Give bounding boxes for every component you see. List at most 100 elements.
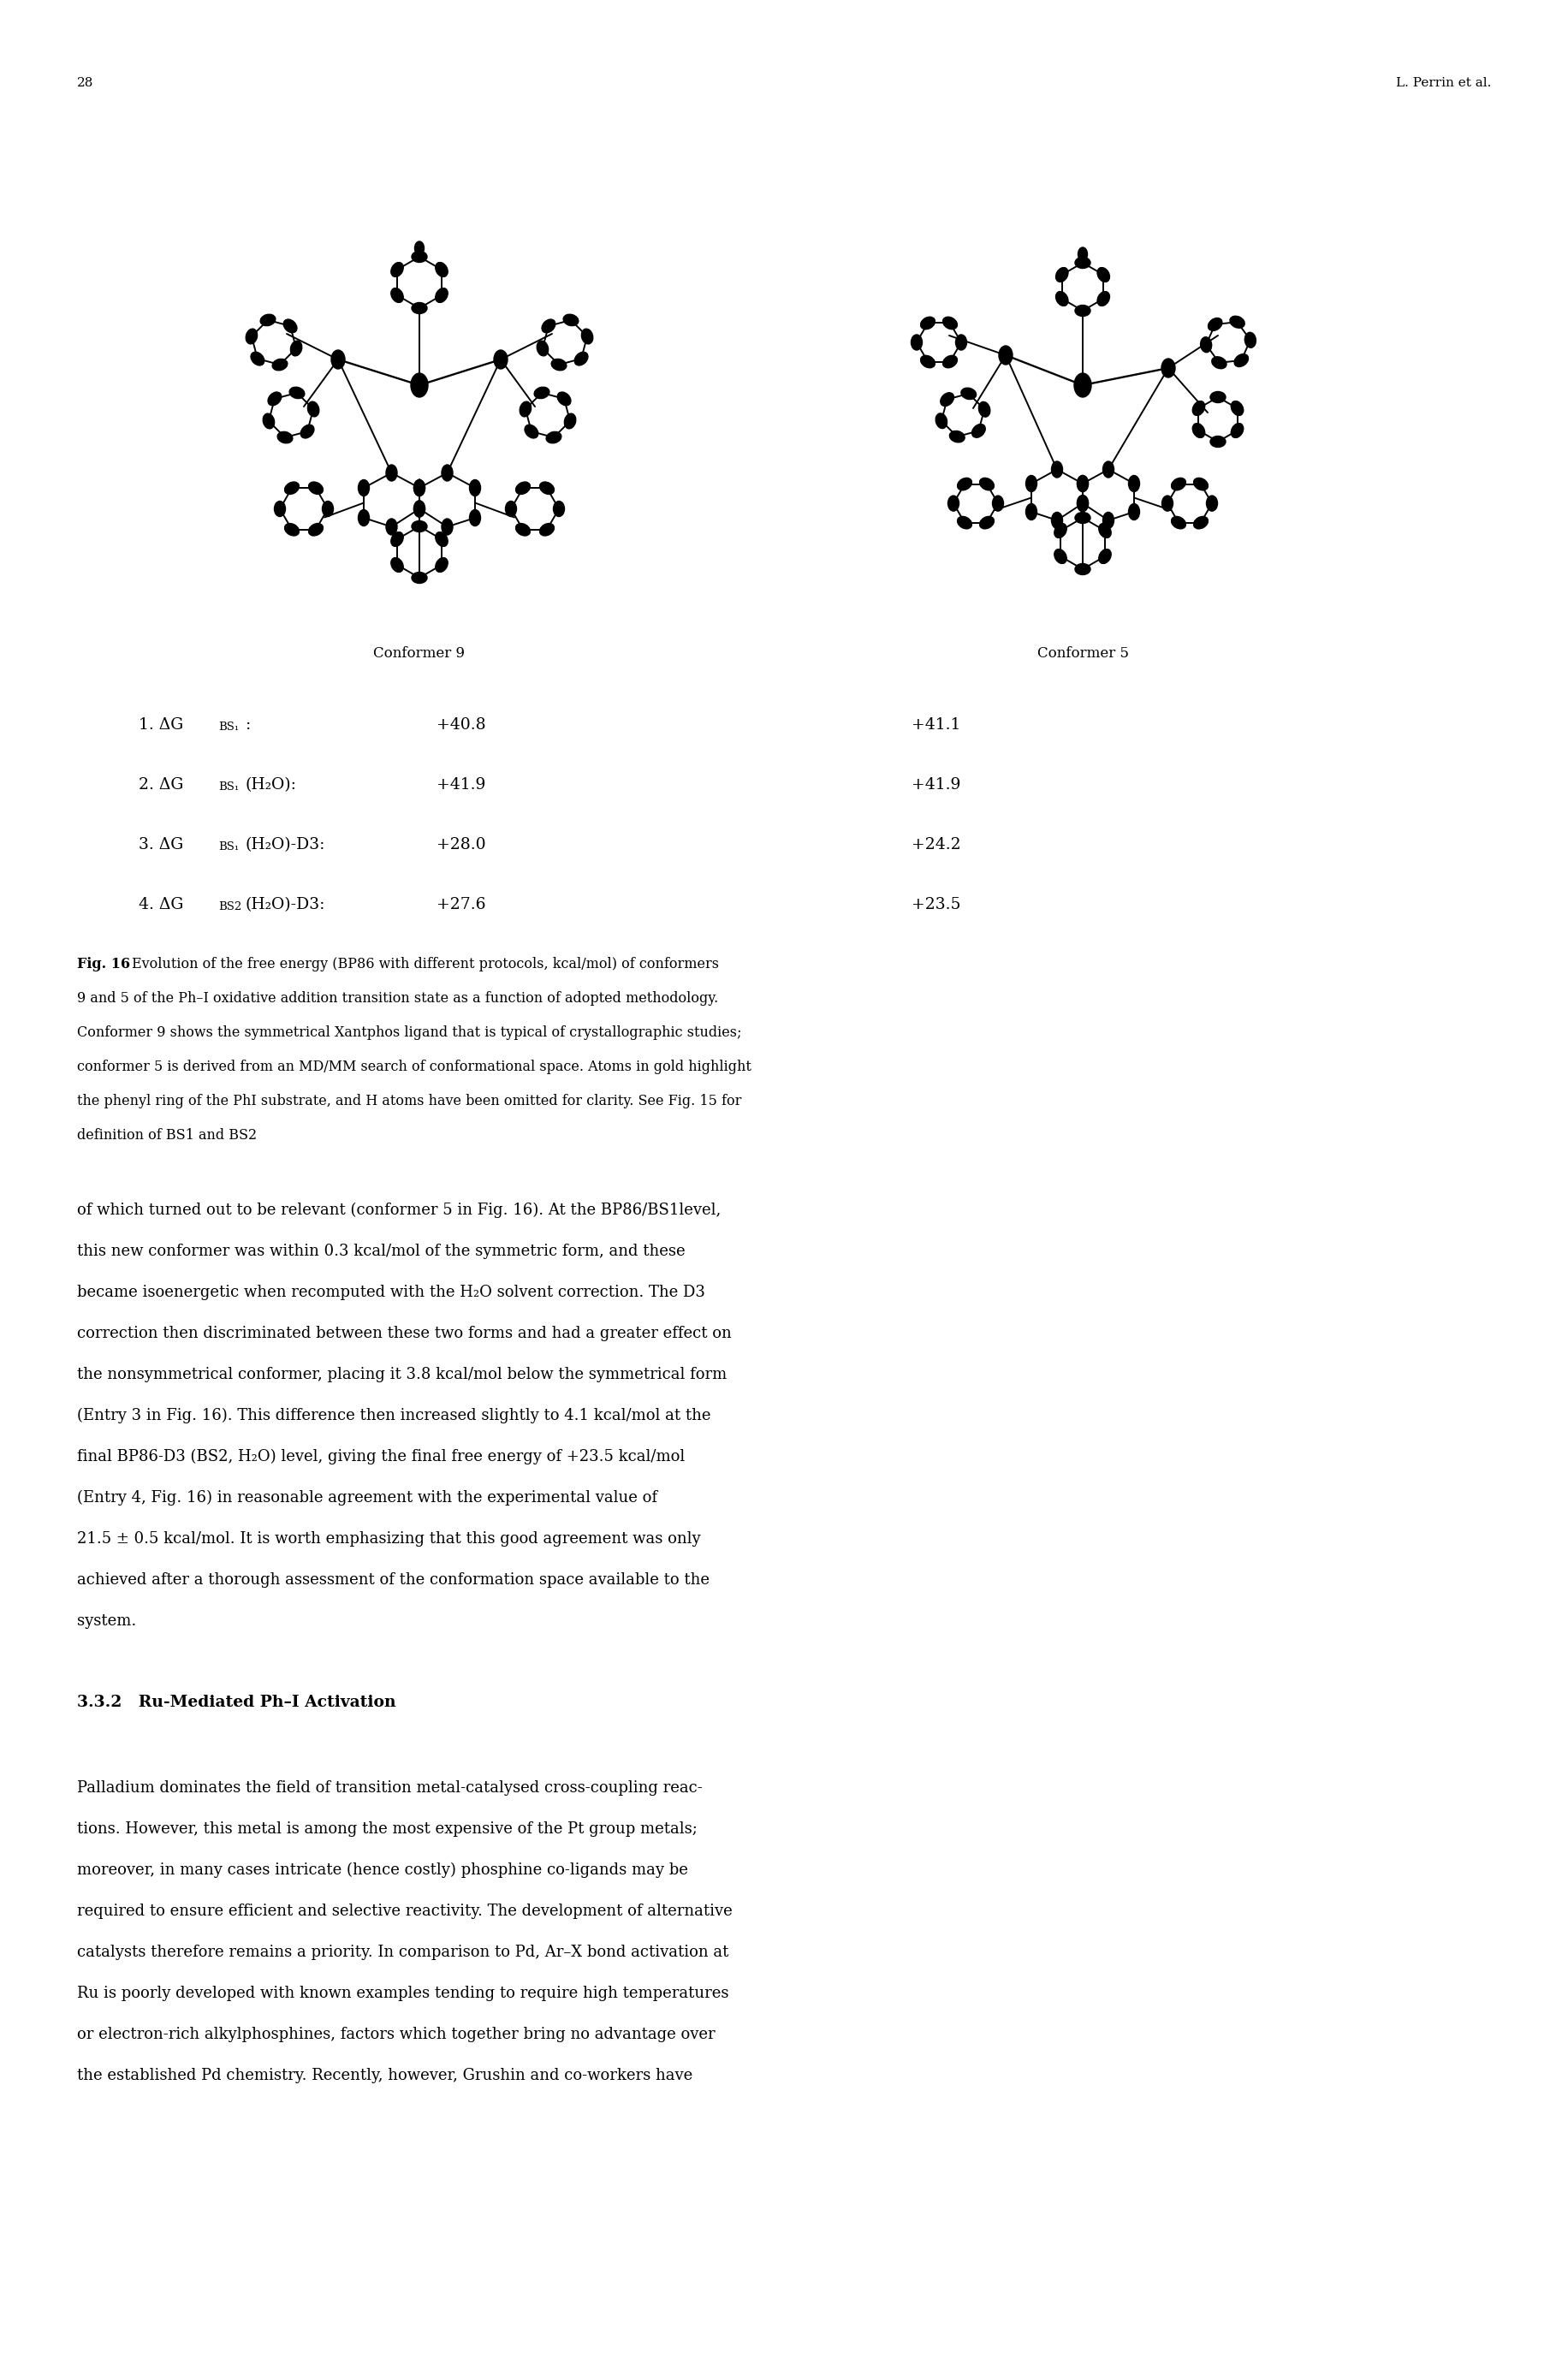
Text: (Entry 3 in Fig. 16). This difference then increased slightly to 4.1 kcal/mol at: (Entry 3 in Fig. 16). This difference th… [77,1409,710,1423]
Ellipse shape [1025,475,1036,492]
Ellipse shape [1055,268,1068,283]
Ellipse shape [958,478,972,489]
Ellipse shape [278,432,293,444]
Text: Evolution of the free energy (BP86 with different protocols, kcal/mol) of confor: Evolution of the free energy (BP86 with … [132,958,720,972]
Ellipse shape [436,261,448,278]
Text: (H₂O):: (H₂O): [246,777,296,794]
Ellipse shape [539,523,554,535]
Text: 1. ΔG: 1. ΔG [138,718,183,732]
Ellipse shape [1162,359,1174,378]
Ellipse shape [386,466,397,480]
Text: or electron-rich alkylphosphines, factors which together bring no advantage over: or electron-rich alkylphosphines, factor… [77,2027,715,2043]
Ellipse shape [284,318,296,333]
Ellipse shape [1193,478,1207,489]
Ellipse shape [1076,257,1090,268]
Text: the established Pd chemistry. Recently, however, Grushin and co-workers have: the established Pd chemistry. Recently, … [77,2067,693,2084]
Text: BS₁: BS₁ [218,782,238,794]
Text: 28: 28 [77,76,94,88]
Ellipse shape [1234,354,1248,366]
Ellipse shape [260,314,276,326]
Text: +27.6: +27.6 [436,898,486,912]
Ellipse shape [1054,549,1066,563]
Ellipse shape [1052,461,1063,478]
Text: required to ensure efficient and selective reactivity. The development of altern: required to ensure efficient and selecti… [77,1903,732,1920]
Ellipse shape [958,516,972,530]
Ellipse shape [505,501,516,516]
Ellipse shape [535,387,549,399]
Ellipse shape [290,387,304,399]
Ellipse shape [1077,494,1088,511]
Ellipse shape [273,359,287,371]
Ellipse shape [1025,504,1036,520]
Text: +41.9: +41.9 [436,777,486,794]
Ellipse shape [1193,402,1204,416]
Ellipse shape [390,261,403,278]
Ellipse shape [936,413,947,428]
Text: system.: system. [77,1613,136,1630]
Ellipse shape [1171,516,1185,530]
Ellipse shape [1076,563,1090,575]
Ellipse shape [436,287,448,302]
Ellipse shape [1210,392,1226,402]
Text: (H₂O)-D3:: (H₂O)-D3: [246,898,326,912]
Text: final BP86-D3 (BS2, H₂O) level, giving the final free energy of +23.5 kcal/mol: final BP86-D3 (BS2, H₂O) level, giving t… [77,1449,685,1464]
Ellipse shape [1077,475,1088,492]
Ellipse shape [412,252,426,261]
Ellipse shape [972,425,985,437]
Ellipse shape [331,349,345,368]
Text: +41.1: +41.1 [911,718,961,732]
Ellipse shape [358,511,370,525]
Ellipse shape [563,314,579,326]
Text: 9 and 5 of the Ph–I oxidative addition transition state as a function of adopted: 9 and 5 of the Ph–I oxidative addition t… [77,991,718,1005]
Ellipse shape [978,402,989,416]
Text: Ru is poorly developed with known examples tending to require high temperatures: Ru is poorly developed with known exampl… [77,1986,729,2001]
Text: catalysts therefore remains a priority. In comparison to Pd, Ar–X bond activatio: catalysts therefore remains a priority. … [77,1944,729,1960]
Ellipse shape [993,497,1004,511]
Ellipse shape [469,480,480,497]
Text: Conformer 9: Conformer 9 [373,646,466,661]
Ellipse shape [1201,337,1212,352]
Ellipse shape [552,359,566,371]
Ellipse shape [1074,373,1091,397]
Ellipse shape [414,501,425,518]
Ellipse shape [1129,504,1140,520]
Ellipse shape [941,392,953,406]
Text: (H₂O)-D3:: (H₂O)-D3: [246,836,326,853]
Ellipse shape [1055,292,1068,307]
Ellipse shape [980,516,994,530]
Text: became isoenergetic when recomputed with the H₂O solvent correction. The D3: became isoenergetic when recomputed with… [77,1285,706,1300]
Text: the phenyl ring of the PhI substrate, and H atoms have been omitted for clarity.: the phenyl ring of the PhI substrate, an… [77,1093,742,1107]
Text: moreover, in many cases intricate (hence costly) phosphine co-ligands may be: moreover, in many cases intricate (hence… [77,1863,688,1877]
Ellipse shape [911,335,922,349]
Text: tions. However, this metal is among the most expensive of the Pt group metals;: tions. However, this metal is among the … [77,1822,698,1837]
Text: of which turned out to be relevant (conformer 5 in Fig. 16). At the BP86/BS1leve: of which turned out to be relevant (conf… [77,1202,721,1219]
Ellipse shape [1099,549,1112,563]
Ellipse shape [543,318,555,333]
Ellipse shape [442,518,453,535]
Ellipse shape [999,347,1013,364]
Ellipse shape [1231,423,1243,437]
Ellipse shape [1207,318,1221,330]
Ellipse shape [442,466,453,480]
Ellipse shape [494,349,508,368]
Ellipse shape [285,523,299,535]
Ellipse shape [1099,523,1112,537]
Ellipse shape [390,532,403,546]
Ellipse shape [1077,475,1088,492]
Ellipse shape [412,573,426,582]
Text: 4. ΔG: 4. ΔG [138,898,183,912]
Ellipse shape [1210,437,1226,447]
Ellipse shape [955,335,967,349]
Ellipse shape [436,558,448,573]
Ellipse shape [546,432,561,444]
Ellipse shape [1079,247,1088,261]
Text: (Entry 4, Fig. 16) in reasonable agreement with the experimental value of: (Entry 4, Fig. 16) in reasonable agreeme… [77,1490,657,1506]
Text: achieved after a thorough assessment of the conformation space available to the: achieved after a thorough assessment of … [77,1573,710,1587]
Ellipse shape [285,482,299,494]
Ellipse shape [274,501,285,516]
Text: :: : [246,718,251,732]
Ellipse shape [519,402,532,416]
Text: +24.2: +24.2 [911,836,961,853]
Ellipse shape [539,482,554,494]
Ellipse shape [263,413,274,428]
